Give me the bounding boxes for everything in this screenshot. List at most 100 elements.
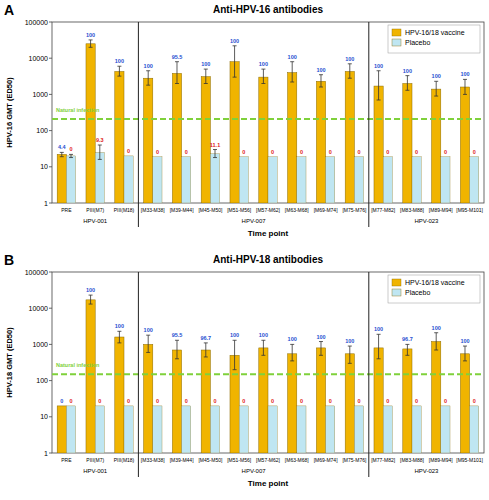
bar — [172, 73, 181, 203]
bar — [460, 354, 469, 453]
error-cap — [434, 81, 438, 82]
plot-frame — [52, 272, 484, 453]
x-tick-label: [M75-M76] — [342, 207, 367, 213]
error-cap — [233, 77, 237, 78]
bar — [288, 73, 297, 203]
error-bar — [233, 340, 237, 369]
error-bar — [319, 342, 323, 356]
error-bar — [89, 295, 93, 304]
error-stem — [148, 335, 149, 352]
seropositivity-label: 100 — [316, 334, 325, 340]
group-divider — [138, 272, 139, 477]
bar — [153, 406, 162, 453]
error-cap — [261, 83, 265, 84]
error-stem — [119, 331, 120, 343]
error-stem — [176, 62, 177, 84]
seropositivity-label: 0 — [300, 398, 303, 404]
error-cap — [290, 61, 294, 62]
bar — [470, 406, 479, 453]
error-stem — [90, 40, 91, 47]
error-cap — [405, 344, 409, 345]
title: Anti-HPV-16 antibodies — [213, 4, 323, 15]
error-stem — [464, 79, 465, 94]
seropositivity-label: 11.1 — [210, 142, 220, 148]
seropositivity-label: 100 — [230, 332, 239, 338]
error-stem — [320, 342, 321, 356]
seropositivity-label: 0 — [415, 149, 418, 155]
bar — [403, 349, 412, 453]
bar — [124, 156, 133, 203]
error-cap — [89, 39, 93, 40]
seropositivity-label: 0 — [98, 398, 101, 404]
error-cap — [463, 346, 467, 347]
error-cap — [60, 152, 64, 153]
x-tick-label: PIII(M7) — [86, 207, 104, 213]
seropositivity-label: 0 — [156, 149, 159, 155]
seropositivity-label: 100 — [403, 68, 412, 74]
error-cap — [405, 75, 409, 76]
seropositivity-label: 9.3 — [96, 137, 104, 143]
error-bar — [89, 40, 93, 47]
error-cap — [463, 79, 467, 80]
y-tick-label: 100000 — [25, 269, 48, 276]
x-tick-label: [M33-M38] — [141, 457, 166, 463]
group-divider — [368, 22, 369, 227]
bar — [115, 337, 124, 453]
y-tick — [49, 58, 52, 59]
seropositivity-label: 0 — [60, 398, 63, 404]
seropositivity-label: 100 — [432, 73, 441, 79]
x-tick-label: [M51-M56] — [227, 457, 252, 463]
legend-swatch — [392, 29, 401, 36]
error-bar — [434, 333, 438, 350]
error-stem — [436, 333, 437, 350]
seropositivity-label: 0 — [242, 149, 245, 155]
bar — [374, 348, 383, 453]
panel: BAnti-HPV-18 antibodiesHPV-18 GMT (ED50)… — [4, 252, 484, 488]
error-bar — [213, 150, 217, 158]
error-cap — [117, 66, 121, 67]
error-stem — [61, 152, 62, 156]
legend-label: Placebo — [405, 289, 430, 296]
error-cap — [319, 74, 323, 75]
bar — [153, 157, 162, 203]
error-bar — [98, 145, 102, 159]
seropositivity-label: 100 — [115, 58, 124, 64]
bar — [210, 154, 219, 203]
error-cap — [204, 69, 208, 70]
error-cap — [175, 358, 179, 359]
x-tick-label: [M51-M56] — [227, 207, 252, 213]
error-bar — [204, 69, 208, 83]
error-bar — [348, 346, 352, 363]
legend-swatch — [392, 289, 401, 296]
error-cap — [98, 145, 102, 146]
error-stem — [215, 150, 216, 158]
y-tick — [49, 272, 52, 273]
error-cap — [405, 90, 409, 91]
seropositivity-label: 100 — [230, 38, 239, 44]
legend-label: HPV-16/18 vaccine — [405, 29, 465, 36]
legend-swatch — [392, 39, 401, 46]
x-tick-label: [M33-M38] — [141, 207, 166, 213]
reference-label: Natural infection — [56, 107, 100, 113]
bar — [230, 62, 239, 203]
group-label: HPV-007 — [242, 218, 267, 224]
error-stem — [407, 344, 408, 355]
seropositivity-label: 0 — [329, 398, 332, 404]
bar — [144, 78, 153, 203]
bar — [57, 154, 66, 203]
error-stem — [292, 344, 293, 361]
y-tick-label: 100000 — [25, 19, 48, 26]
panel: AAnti-HPV-16 antibodiesHPV-16 GMT (ED50)… — [4, 2, 484, 238]
seropositivity-label: 100 — [259, 332, 268, 338]
x-tick-label: [M39-M44] — [170, 207, 195, 213]
bar — [201, 350, 210, 453]
marks — [52, 295, 484, 453]
legend: HPV-16/18 vaccinePlacebo — [388, 275, 480, 303]
error-cap — [434, 332, 438, 333]
seropositivity-label: 100 — [259, 61, 268, 67]
error-cap — [117, 76, 121, 77]
group-label: HPV-001 — [83, 468, 108, 474]
error-cap — [117, 331, 121, 332]
bar — [66, 406, 75, 453]
error-cap — [89, 47, 93, 48]
